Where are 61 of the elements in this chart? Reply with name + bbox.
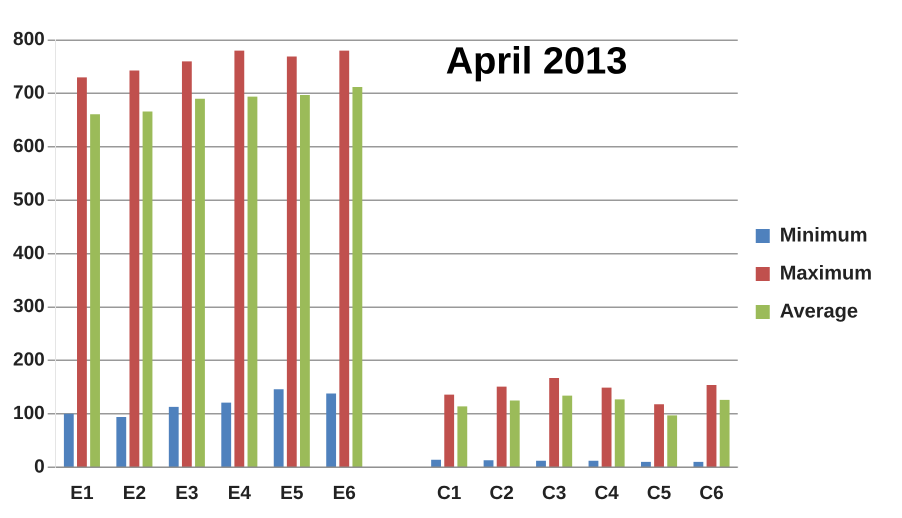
bar — [484, 460, 494, 466]
bar — [536, 460, 546, 466]
x-tick-label: E2 — [122, 482, 146, 504]
bar — [339, 50, 350, 466]
bar — [326, 394, 336, 466]
bar — [641, 462, 651, 466]
bar — [248, 96, 258, 466]
x-tick-label: C3 — [542, 482, 566, 504]
bar — [588, 460, 598, 466]
bar — [90, 114, 100, 466]
x-tick-label: E3 — [175, 482, 198, 504]
bar — [182, 61, 192, 466]
x-tick-label: E5 — [280, 482, 304, 504]
bar — [667, 415, 678, 466]
x-tick-label: E6 — [332, 482, 356, 504]
bar — [720, 400, 730, 466]
y-tick-label: 600 — [13, 136, 45, 158]
bar — [300, 95, 310, 466]
bar — [64, 414, 74, 466]
y-tick-label: 700 — [13, 82, 45, 104]
bar — [496, 386, 507, 466]
chart-title: April 2013 — [446, 40, 628, 82]
y-tick-label: 500 — [13, 189, 45, 210]
bar — [693, 462, 704, 466]
legend-label: Minimum — [780, 224, 868, 247]
bar — [142, 112, 152, 466]
y-tick-label: 200 — [13, 350, 45, 371]
bar — [562, 396, 572, 466]
y-tick-label: 400 — [13, 242, 45, 264]
x-tick-label: C4 — [594, 482, 620, 504]
bar — [706, 384, 716, 466]
bar — [286, 56, 297, 466]
x-tick-label: E4 — [228, 482, 252, 504]
legend-label: Maximum — [780, 262, 872, 285]
bar — [654, 404, 664, 466]
y-tick-label: 0 — [34, 456, 45, 478]
bar — [168, 406, 179, 466]
bar — [221, 402, 232, 466]
bar — [234, 50, 244, 466]
bar — [457, 406, 468, 466]
bar — [431, 460, 441, 466]
bar — [116, 417, 126, 466]
x-tick-label: C6 — [699, 482, 724, 504]
y-tick-label: 800 — [13, 29, 45, 50]
x-tick-label: C5 — [646, 482, 672, 504]
x-tick-label: C2 — [490, 482, 514, 504]
bar — [549, 378, 560, 466]
x-tick-label: C1 — [437, 482, 462, 504]
y-tick-label: 100 — [13, 403, 45, 424]
bar — [274, 389, 284, 466]
bar — [195, 98, 205, 466]
bar — [510, 400, 520, 466]
bar — [352, 86, 362, 466]
bar — [614, 399, 625, 466]
bar — [129, 70, 140, 466]
bar — [444, 394, 454, 466]
legend-label: Average — [780, 300, 858, 323]
bar — [602, 388, 612, 466]
x-tick-label: E1 — [70, 482, 94, 504]
y-tick-label: 300 — [13, 296, 45, 318]
bar — [77, 77, 87, 466]
